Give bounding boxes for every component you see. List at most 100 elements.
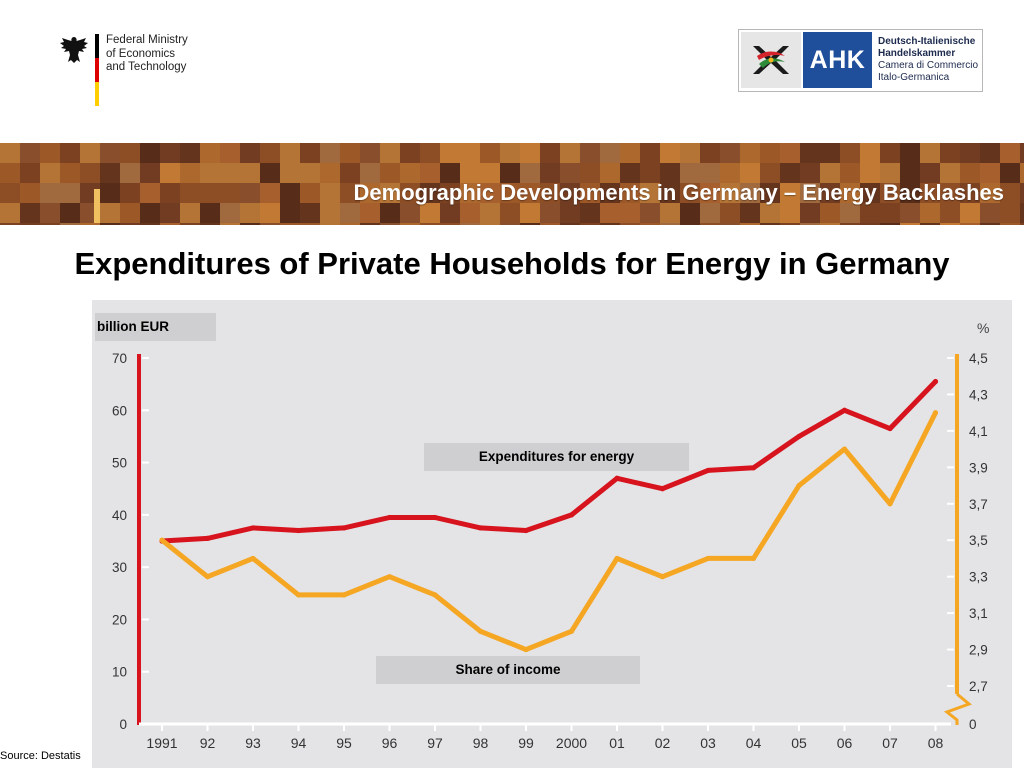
x-tick-label: 08 [928,735,944,751]
banner-tile [420,223,440,225]
banner-tile [740,143,760,163]
banner-tile [940,143,960,163]
banner-tile [100,143,120,163]
banner-tile [620,223,640,225]
series-label-expenditures: Expenditures for energy [424,443,689,471]
banner-tile [0,203,20,223]
banner-tile [740,163,760,183]
banner-tile [300,163,320,183]
banner-tile [940,223,960,225]
banner-tile [840,183,860,203]
left-tick-label: 40 [112,508,127,523]
data-point-share [204,574,211,580]
banner-tile [840,143,860,163]
banner-tile [140,203,160,223]
banner-tile [820,163,840,183]
banner-tile [680,223,700,225]
banner-tile [880,183,900,203]
ahk-name: Deutsch-Italienische Handelskammer Camer… [878,36,978,84]
banner-tile [800,223,820,225]
data-point-expenditures [341,525,347,531]
banner-tile [1000,163,1020,183]
right-axis-unit: % [977,320,989,336]
data-point-expenditures [477,525,484,531]
banner-tile [400,143,420,163]
banner-tile [880,143,900,163]
banner-tile [980,143,1000,163]
data-point-share [386,574,393,580]
banner-tile [1020,183,1024,203]
banner-tile [340,223,360,225]
banner-tile [980,203,1000,223]
banner-tile [120,163,140,183]
banner-tile [840,223,860,225]
banner-tile [460,183,480,203]
banner-tile [660,163,680,183]
data-point-share [568,628,575,634]
banner-tile [700,163,720,183]
data-point-share [932,410,939,416]
data-point-share [796,482,802,489]
banner-tile [220,163,240,183]
banner-tile [380,163,400,183]
banner-tile [260,203,280,223]
banner-tile [180,143,200,163]
banner-tile [980,223,1000,225]
data-point-share [841,446,848,452]
data-point-share [750,555,757,562]
banner-tile [540,223,560,225]
banner-tile [240,203,260,223]
banner-tile [160,223,180,225]
banner-tile [80,163,100,183]
data-point-expenditures [204,535,211,541]
right-tick-label: 3,3 [969,570,988,585]
banner-tile [960,223,980,225]
banner-tile [500,223,520,225]
banner-tile [340,143,360,163]
left-tick-label: 60 [112,403,127,418]
banner-tile [820,143,840,163]
x-tick-label: 01 [609,735,625,751]
x-tick-label: 07 [882,735,898,751]
banner-tile [860,223,880,225]
banner-tile [820,183,840,203]
banner-tile [140,163,160,183]
banner-tile [180,203,200,223]
ministry-name: Federal Ministry of Economics and Techno… [106,34,188,75]
banner-tile [380,183,400,203]
right-tick-label: 3,1 [969,606,988,621]
banner-tile [500,183,520,203]
banner-tile [120,143,140,163]
banner-tile [640,203,660,223]
banner-tile [780,143,800,163]
x-tick-label: 2000 [556,735,587,751]
banner-tile [320,143,340,163]
banner-tile [420,183,440,203]
banner-tile [620,203,640,223]
banner-tile [460,143,480,163]
banner-tile [420,203,440,223]
banner-tile [660,203,680,223]
series-label-share: Share of income [376,656,640,684]
banner-tile [600,143,620,163]
banner-tile [540,163,560,183]
data-point-expenditures [386,514,393,521]
right-tick-label: 4,1 [969,424,988,439]
banner-tile [220,223,240,225]
banner-tile [640,143,660,163]
left-tick-label: 20 [112,612,127,627]
banner-tile [880,163,900,183]
banner-tile [700,143,720,163]
banner-tile [40,183,60,203]
banner-tile [900,203,920,223]
banner-tile [260,143,280,163]
x-tick-label: 1991 [146,735,177,751]
data-point-share [250,555,256,562]
banner-tile [140,223,160,225]
banner-tile [600,183,620,203]
banner-tile [720,183,740,203]
x-tick-label: 99 [518,735,534,751]
data-point-expenditures [295,527,302,534]
banner-tile [180,223,200,225]
banner-tile [240,183,260,203]
